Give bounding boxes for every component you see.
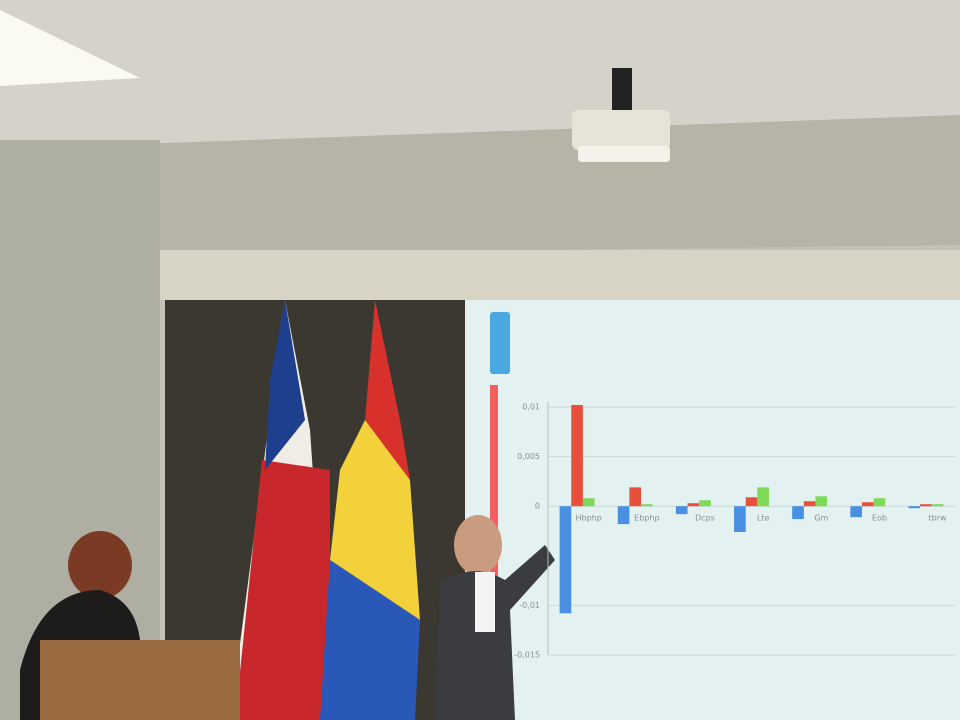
chart: 0,01 0,005 0 -0,01 -0,015 Hbphp Ebphp Dcps Lte Gm… bbox=[514, 402, 955, 660]
man bbox=[435, 515, 555, 720]
y-tick-label: 0,005 bbox=[517, 452, 540, 461]
bar bbox=[803, 501, 816, 507]
bar bbox=[675, 506, 688, 515]
regional-flag bbox=[320, 300, 420, 720]
ceiling-light bbox=[0, 10, 140, 86]
soffit bbox=[110, 115, 960, 255]
bar bbox=[699, 500, 711, 507]
bar bbox=[861, 502, 874, 507]
x-tick-label: Ebphp bbox=[634, 514, 659, 523]
bar bbox=[617, 506, 630, 525]
bar bbox=[559, 506, 572, 614]
y-tick-label: -0,015 bbox=[514, 651, 540, 660]
bar bbox=[571, 405, 583, 507]
x-tick-label: tbrw bbox=[929, 514, 948, 523]
chile-flag bbox=[230, 300, 330, 720]
bar bbox=[745, 497, 758, 507]
bar bbox=[734, 506, 746, 532]
x-tick-label: Eob bbox=[872, 514, 887, 523]
bar bbox=[920, 504, 932, 507]
bar bbox=[873, 498, 886, 507]
bar bbox=[757, 487, 769, 507]
projector bbox=[572, 68, 670, 162]
bar bbox=[908, 506, 921, 509]
y-tick-label: 0,01 bbox=[522, 403, 540, 412]
toolbar bbox=[490, 312, 510, 374]
bar bbox=[815, 496, 828, 507]
bar bbox=[931, 504, 944, 507]
lectern bbox=[40, 640, 240, 720]
bar bbox=[687, 503, 700, 507]
x-tick-label: Hbphp bbox=[576, 514, 602, 523]
y-tick-label: 0 bbox=[535, 502, 540, 511]
x-tick-label: Dcps bbox=[695, 514, 715, 523]
bar bbox=[792, 506, 804, 520]
y-tick-label: -0,01 bbox=[519, 601, 540, 610]
bar bbox=[629, 487, 642, 507]
bar bbox=[641, 504, 653, 507]
bar bbox=[582, 498, 595, 507]
x-tick-label: Gm bbox=[814, 514, 828, 523]
x-tick-label: Lte bbox=[757, 514, 770, 523]
bar bbox=[850, 506, 862, 518]
beam bbox=[150, 250, 960, 300]
